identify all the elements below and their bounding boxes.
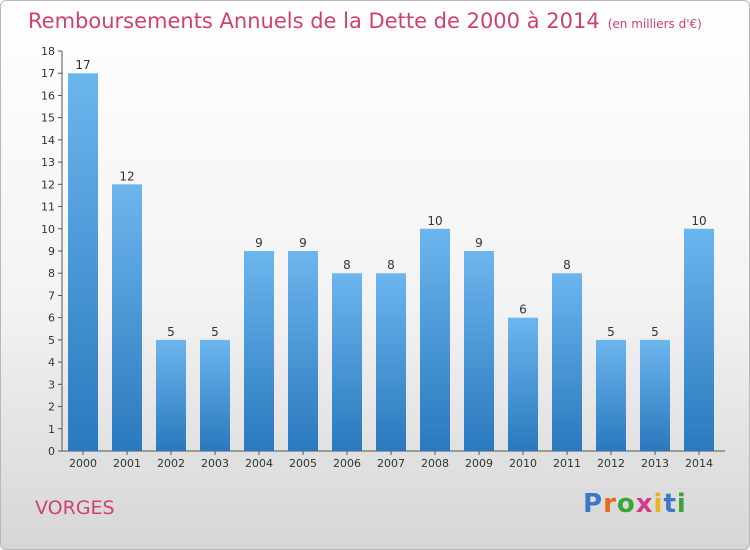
y-tick-label: 16	[41, 89, 55, 102]
bar	[684, 228, 714, 451]
bar	[376, 273, 406, 451]
bar	[596, 339, 626, 451]
y-tick-label: 7	[48, 289, 55, 302]
bar-value-label: 9	[255, 236, 263, 250]
x-tick-label: 2006	[333, 457, 361, 470]
y-tick-label: 17	[41, 67, 55, 80]
logo-letter: t	[663, 489, 677, 519]
y-tick-label: 5	[48, 334, 55, 347]
y-tick-label: 9	[48, 245, 55, 258]
x-tick-label: 2005	[289, 457, 317, 470]
bar-value-label: 8	[563, 258, 571, 272]
x-tick-label: 2013	[641, 457, 669, 470]
bar	[420, 228, 450, 451]
x-tick-label: 2009	[465, 457, 493, 470]
bar-value-label: 5	[607, 325, 615, 339]
x-tick-label: 2002	[157, 457, 185, 470]
y-tick-label: 10	[41, 223, 55, 236]
logo-letter: x	[635, 489, 654, 519]
bar	[288, 251, 318, 451]
x-tick-label: 2004	[245, 457, 273, 470]
bar-value-label: 12	[119, 169, 134, 183]
logo-letter: P	[583, 489, 604, 519]
bar	[244, 251, 274, 451]
x-tick-label: 2011	[553, 457, 581, 470]
y-tick-label: 0	[48, 445, 55, 458]
title-unit: (en milliers d'€)	[607, 17, 702, 31]
x-tick-label: 2007	[377, 457, 405, 470]
chart-title: Remboursements Annuels de la Dette de 20…	[28, 9, 702, 33]
bar-value-label: 17	[75, 58, 90, 72]
x-tick-label: 2012	[597, 457, 625, 470]
y-tick-label: 12	[41, 178, 55, 191]
x-tick-label: 2000	[69, 457, 97, 470]
proxiti-logo[interactable]: Proxiti	[583, 489, 687, 519]
bar-value-label: 10	[691, 214, 706, 228]
bar-value-label: 9	[299, 236, 307, 250]
bar	[640, 339, 670, 451]
bar-value-label: 5	[167, 325, 175, 339]
x-tick-label: 2008	[421, 457, 449, 470]
bar-value-label: 5	[211, 325, 219, 339]
logo-letter: i	[653, 489, 664, 519]
x-tick-label: 2010	[509, 457, 537, 470]
y-tick-label: 8	[48, 267, 55, 280]
x-tick-label: 2003	[201, 457, 229, 470]
bar	[552, 273, 582, 451]
y-tick-label: 13	[41, 156, 55, 169]
bar	[508, 317, 538, 451]
bars: 17 12 5 5 9 9 8 8 10 9 6 8 5 5 10	[68, 58, 714, 452]
bar-value-label: 10	[427, 214, 442, 228]
title-text: Remboursements Annuels de la Dette de 20…	[28, 9, 600, 33]
y-tick-label: 3	[48, 378, 55, 391]
logo-letter: r	[603, 489, 617, 519]
y-tick-label: 18	[41, 45, 55, 58]
y-tick-label: 14	[41, 134, 55, 147]
bar	[112, 184, 142, 452]
bar	[464, 251, 494, 451]
x-tick-label: 2001	[113, 457, 141, 470]
bar	[68, 73, 98, 451]
bar-value-label: 6	[519, 303, 527, 317]
bar-value-label: 9	[475, 236, 483, 250]
y-tick-label: 15	[41, 112, 55, 125]
y-tick-label: 6	[48, 312, 55, 325]
y-tick-label: 4	[48, 356, 55, 369]
y-tick-label: 1	[48, 423, 55, 436]
bar	[156, 339, 186, 451]
bar-value-label: 8	[387, 258, 395, 272]
bar-value-label: 5	[651, 325, 659, 339]
y-tick-label: 2	[48, 401, 55, 414]
x-tick-label: 2014	[685, 457, 713, 470]
location-name: VORGES	[35, 497, 115, 519]
bar	[200, 339, 230, 451]
bar-value-label: 8	[343, 258, 351, 272]
y-tick-label: 11	[41, 201, 55, 214]
logo-letter: o	[616, 489, 636, 519]
bar	[332, 273, 362, 451]
logo-letter: i	[676, 489, 687, 519]
